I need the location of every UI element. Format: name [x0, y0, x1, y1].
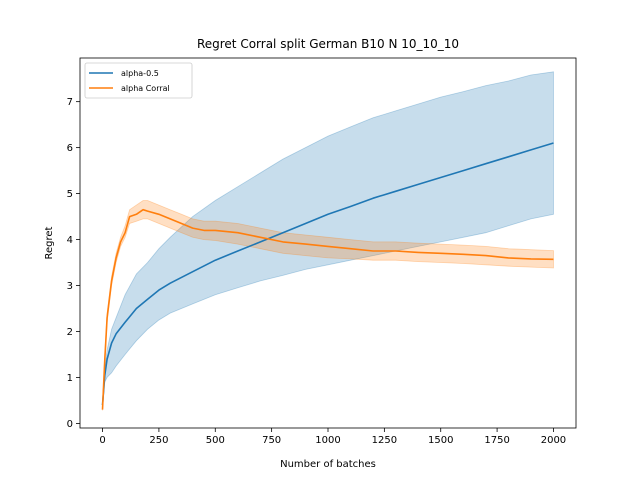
legend: alpha-0.5 alpha Corral — [84, 62, 193, 99]
y-axis-label: Regret — [44, 226, 55, 259]
x-tick-label: 1000 — [315, 435, 340, 446]
x-tick-label: 0 — [99, 435, 105, 446]
x-tick-label: 500 — [206, 435, 225, 446]
y-tick-label: 4 — [67, 235, 73, 246]
legend-label-alpha-corral: alpha Corral — [121, 84, 170, 93]
x-tick-label: 2000 — [541, 435, 566, 446]
band-alpha-0-5 — [102, 71, 554, 408]
y-tick-label: 0 — [67, 419, 73, 430]
line-alpha-0-5 — [101, 142, 554, 406]
x-tick-label: 1750 — [484, 435, 509, 446]
y-axis-ticks: 0 1 2 3 4 5 6 7 — [67, 97, 80, 430]
chart-title: Regret Corral split German B10 N 10_10_1… — [197, 37, 459, 51]
x-tick-label: 1250 — [372, 435, 397, 446]
legend-label-alpha-0-5: alpha-0.5 — [121, 69, 159, 78]
y-tick-label: 3 — [67, 281, 73, 292]
y-tick-label: 5 — [67, 189, 73, 200]
y-tick-label: 2 — [67, 327, 73, 338]
x-axis-ticks: 0 250 500 750 1000 1250 1500 1750 2000 — [99, 428, 566, 446]
x-tick-label: 1500 — [428, 435, 453, 446]
y-tick-label: 1 — [67, 373, 73, 384]
x-tick-label: 250 — [149, 435, 168, 446]
x-tick-label: 750 — [262, 435, 281, 446]
x-axis-label: Number of batches — [280, 459, 376, 470]
y-tick-label: 7 — [67, 97, 73, 108]
legend-box — [84, 62, 193, 99]
y-tick-label: 6 — [67, 143, 73, 154]
series-lines — [101, 142, 554, 410]
line-alpha-corral — [101, 208, 554, 410]
